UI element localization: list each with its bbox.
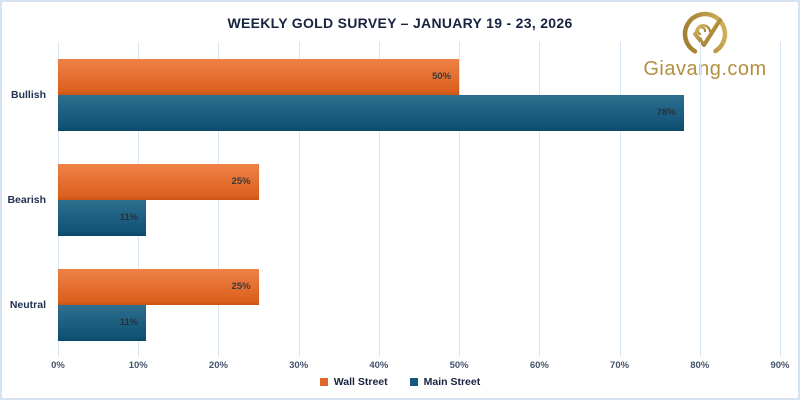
gridline — [378, 42, 380, 357]
x-axis-tick-labels: 0% 10% 20% 30% 40% 50% 60% 70% 80% 90% — [51, 360, 789, 374]
chart-legend: Wall Street Main Street — [2, 376, 798, 388]
legend-item-wall-street: Wall Street — [319, 376, 388, 388]
bar-group: 50% 78% — [58, 42, 780, 147]
gridline — [218, 42, 220, 357]
bar-value-label: 50% — [432, 71, 452, 82]
category-label: Bullish — [10, 88, 46, 101]
legend-item-main-street: Main Street — [409, 376, 481, 388]
bar-wall-street: 25% — [58, 163, 259, 200]
bar-main-street: 11% — [58, 199, 147, 236]
bar-value-label: 25% — [231, 176, 251, 187]
bar-wall-street: 50% — [58, 58, 460, 95]
x-axis-tick: 30% — [289, 360, 309, 371]
gridline — [298, 42, 300, 357]
x-axis-tick: 20% — [208, 360, 228, 371]
legend-swatch — [409, 378, 418, 386]
brand-logo: Giavang.com — [630, 8, 780, 81]
x-axis-tick: 40% — [369, 360, 389, 371]
category-label: Bearish — [7, 193, 46, 206]
brand-logo-text: Giavang.com — [643, 58, 767, 80]
legend-swatch — [319, 378, 328, 386]
gridline — [539, 42, 541, 357]
plot-area: 50% 78% 25% 11% 25% 11% — [58, 42, 781, 357]
category-label: Neutral — [9, 298, 46, 311]
x-axis-tick: 50% — [449, 360, 469, 371]
x-axis-tick: 60% — [529, 360, 549, 371]
bar-group: 25% 11% — [58, 252, 780, 357]
bar-wall-street: 25% — [58, 268, 259, 305]
chart-title: WEEKLY GOLD SURVEY – JANUARY 19 - 23, 20… — [227, 15, 573, 31]
bar-value-label: 11% — [119, 317, 139, 328]
bar-main-street: 78% — [58, 94, 684, 131]
gridline — [699, 42, 701, 357]
x-axis-tick: 70% — [610, 360, 630, 371]
y-axis-category-labels: Bullish Bearish Neutral — [2, 42, 52, 357]
bar-group: 25% 11% — [58, 147, 780, 252]
bar-value-label: 11% — [119, 212, 139, 223]
bar-value-label: 25% — [231, 281, 251, 292]
x-axis-tick: 0% — [51, 360, 65, 371]
gold-circle-check-icon — [682, 11, 728, 57]
gridline — [619, 42, 621, 357]
x-axis-tick: 80% — [690, 360, 710, 371]
legend-label: Wall Street — [333, 376, 388, 388]
bar-value-label: 78% — [656, 107, 676, 118]
gridline — [780, 42, 781, 357]
gridline — [459, 42, 461, 357]
legend-label: Main Street — [423, 376, 481, 388]
x-axis-tick: 90% — [770, 360, 790, 371]
bar-main-street: 11% — [58, 304, 147, 341]
x-axis-tick: 10% — [128, 360, 148, 371]
